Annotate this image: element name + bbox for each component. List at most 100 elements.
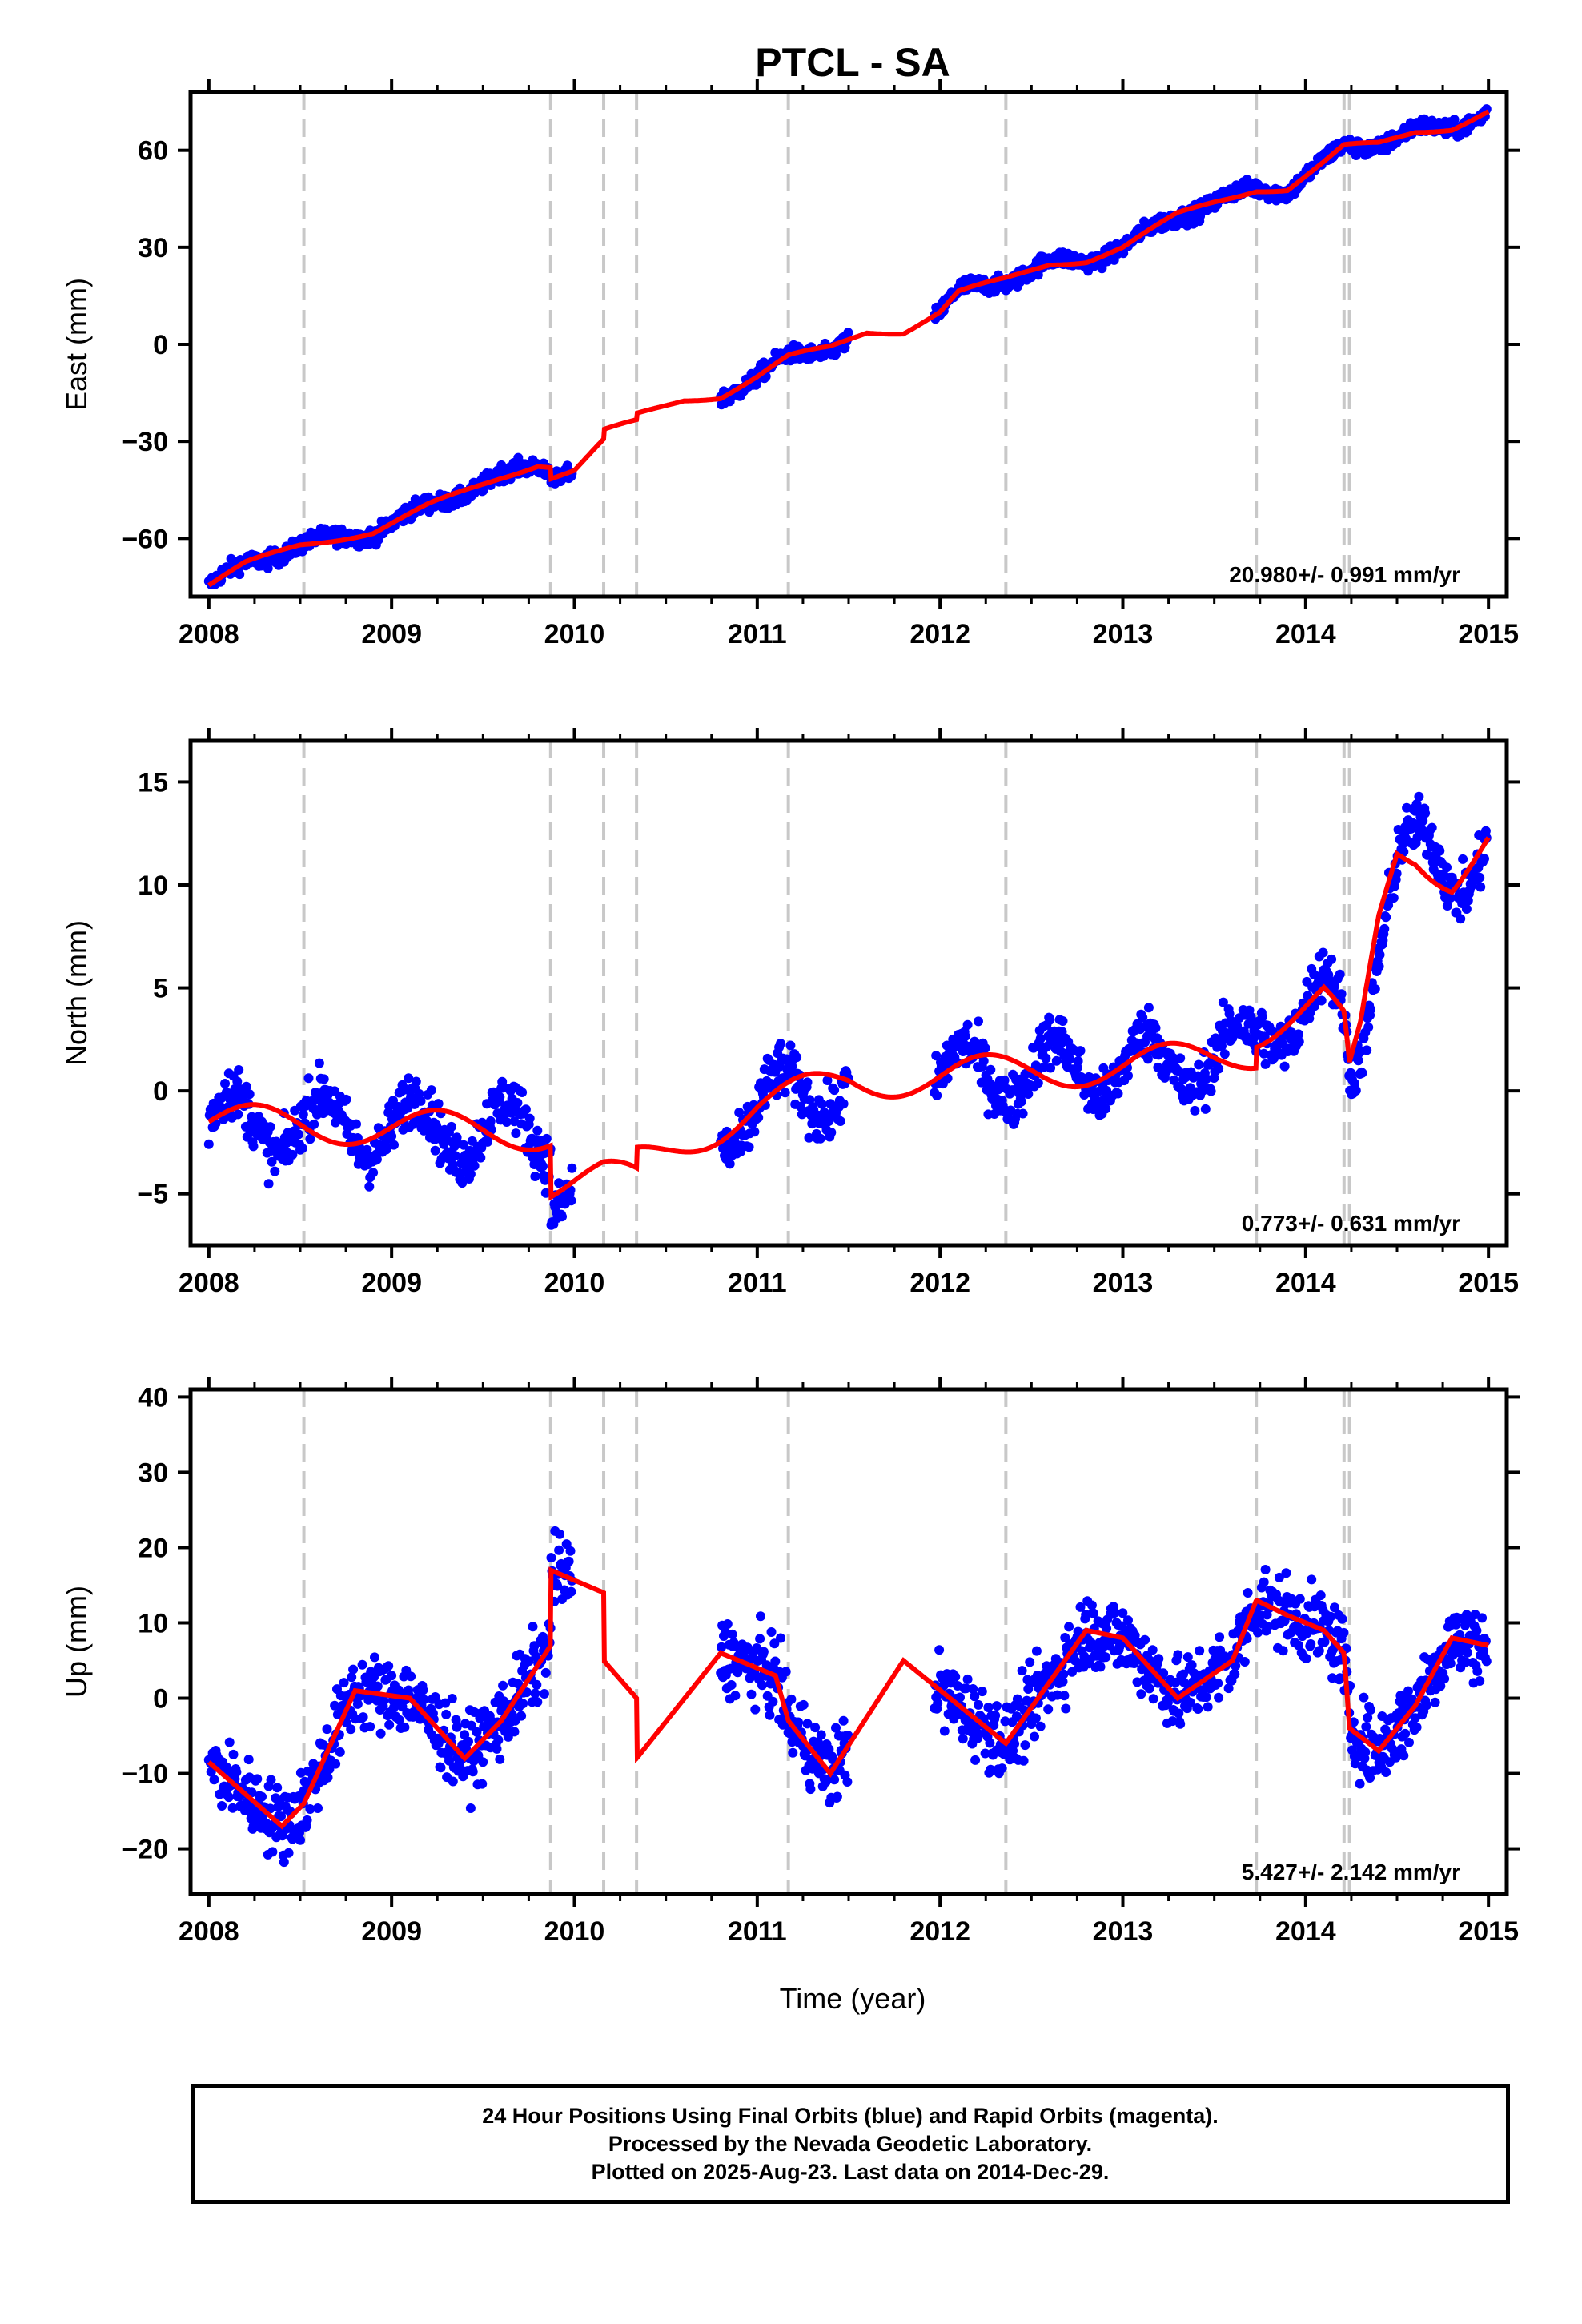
data-point (1351, 1085, 1361, 1096)
data-point (1144, 1683, 1154, 1694)
data-point (520, 1104, 531, 1115)
data-point (1281, 1568, 1291, 1578)
data-point (817, 1099, 827, 1109)
x-tick-label: 2015 (1458, 619, 1519, 649)
data-point (802, 1719, 813, 1729)
data-point (389, 1140, 399, 1150)
data-point (750, 1704, 761, 1715)
data-point (451, 1715, 461, 1725)
data-point (1293, 1029, 1303, 1039)
data-point (501, 1117, 512, 1127)
data-point (513, 1679, 524, 1689)
data-point (765, 1710, 775, 1720)
data-point (1330, 1602, 1339, 1613)
data-point (220, 1079, 230, 1088)
data-point (1118, 1608, 1128, 1618)
data-point (1182, 1652, 1193, 1663)
data-point (1337, 1614, 1347, 1624)
y-tick-label: −20 (122, 1835, 168, 1865)
data-point (1138, 1012, 1148, 1023)
data-point (379, 1695, 389, 1706)
data-point (243, 1755, 254, 1765)
data-point (1462, 1647, 1472, 1658)
data-point (465, 1803, 476, 1813)
data-point (1231, 1661, 1241, 1671)
data-point (1383, 900, 1394, 911)
data-point (319, 1074, 329, 1084)
data-point (1366, 1705, 1375, 1715)
data-point (1260, 1059, 1271, 1069)
data-point (512, 1098, 523, 1108)
data-point (974, 1016, 983, 1027)
data-point (1035, 1034, 1046, 1043)
data-point (1361, 1722, 1371, 1732)
data-point (744, 1142, 754, 1152)
data-point (978, 1056, 989, 1066)
data-point (1030, 1731, 1039, 1742)
data-point (1460, 1657, 1471, 1667)
data-point (1388, 893, 1399, 903)
data-point (419, 1695, 429, 1705)
chart-title: PTCL - SA (755, 40, 950, 85)
data-point (781, 1667, 791, 1677)
data-point (452, 1722, 462, 1732)
data-point (1140, 1634, 1150, 1645)
data-point (1391, 1752, 1401, 1763)
x-tick-label: 2015 (1458, 1916, 1519, 1947)
data-point (1243, 1588, 1253, 1598)
data-point (1018, 1755, 1029, 1766)
data-point (1319, 1637, 1330, 1647)
data-point (1088, 1608, 1098, 1618)
y-tick-label: −5 (137, 1180, 168, 1210)
x-tick-label: 2009 (361, 619, 422, 649)
data-point (414, 1088, 424, 1099)
data-point (203, 1139, 214, 1149)
data-point (1025, 1657, 1035, 1667)
data-point (495, 1754, 505, 1764)
data-point (406, 1671, 416, 1682)
data-point (495, 1092, 505, 1102)
data-point (351, 1119, 361, 1129)
data-point (400, 1722, 410, 1732)
data-point (524, 1113, 535, 1124)
data-point (554, 1178, 564, 1188)
data-point (842, 1777, 853, 1787)
data-point (1147, 1645, 1158, 1655)
data-point (448, 1776, 458, 1787)
y-tick-label: −60 (122, 524, 168, 554)
data-point (232, 1076, 243, 1087)
data-point (416, 1096, 426, 1106)
y-tick-label: 30 (138, 1458, 168, 1488)
data-point (1017, 1666, 1027, 1676)
data-point (962, 1019, 973, 1030)
data-point (1316, 995, 1327, 1006)
data-point (810, 1723, 821, 1733)
data-point (459, 1140, 469, 1150)
data-point (493, 1735, 504, 1745)
data-point (279, 1857, 289, 1868)
data-point (1362, 1045, 1372, 1055)
data-point (1260, 1565, 1271, 1574)
data-point (566, 1586, 576, 1597)
data-point (1170, 1677, 1181, 1687)
data-point (1442, 862, 1452, 873)
data-point (430, 1145, 440, 1156)
y-tick-label: 60 (138, 136, 168, 167)
data-point (785, 1040, 796, 1051)
data-point (209, 1775, 219, 1785)
data-point (1059, 1691, 1070, 1701)
data-point (248, 1141, 259, 1152)
data-point (1052, 1690, 1062, 1700)
data-point (1218, 997, 1228, 1007)
data-point (305, 1134, 315, 1144)
data-point (530, 1172, 540, 1181)
data-point (241, 1081, 251, 1092)
data-point (1314, 1646, 1324, 1656)
data-point (477, 1779, 488, 1789)
data-point (1439, 1674, 1450, 1684)
data-point (1174, 1066, 1184, 1076)
data-point (441, 1709, 452, 1719)
data-point (297, 1143, 307, 1153)
data-point (265, 1122, 275, 1132)
data-point (1150, 1023, 1161, 1033)
